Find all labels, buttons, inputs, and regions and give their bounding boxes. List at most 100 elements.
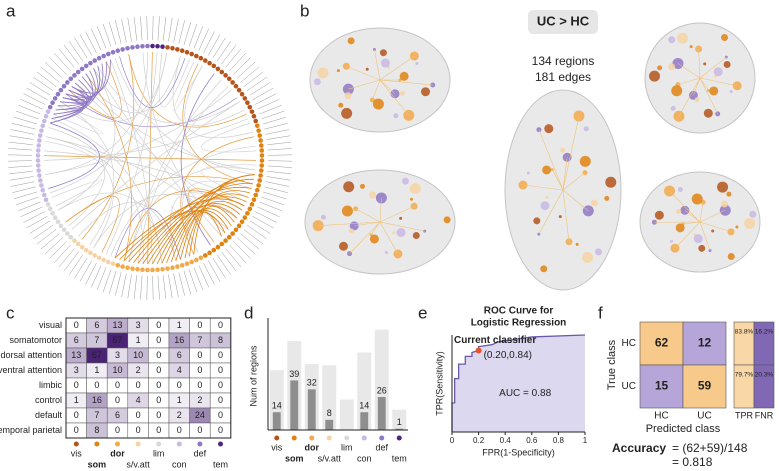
- brain-regions: 134 regions: [532, 54, 595, 68]
- title-box: [528, 10, 598, 34]
- node: [92, 58, 98, 63]
- cell-label: 6: [94, 320, 99, 330]
- edge: [379, 79, 396, 95]
- label-stub: [183, 270, 192, 295]
- cell-label: 2: [197, 395, 202, 405]
- cell-label: 2: [177, 410, 182, 420]
- node: [52, 215, 58, 220]
- chord: [180, 73, 215, 246]
- node: [65, 80, 70, 85]
- region: [654, 210, 664, 220]
- label-stub: [240, 66, 260, 83]
- category-dot: [94, 441, 100, 447]
- node: [245, 100, 250, 106]
- region: [344, 92, 352, 100]
- label-stub: [10, 129, 35, 135]
- category-dot: [176, 441, 182, 447]
- chord: [44, 155, 256, 161]
- node: [179, 262, 185, 268]
- row-label: temporal parietal: [0, 425, 62, 435]
- edge: [699, 221, 732, 233]
- region: [533, 217, 541, 225]
- cell-label: 0: [156, 320, 161, 330]
- cell-label: 0: [74, 410, 79, 420]
- node: [184, 49, 190, 55]
- node: [257, 133, 263, 138]
- cell-label: 13: [71, 350, 81, 360]
- node: [256, 128, 261, 133]
- region: [727, 253, 735, 261]
- region: [399, 216, 403, 220]
- region: [379, 49, 387, 57]
- region: [560, 147, 566, 153]
- cell-label: 1: [94, 365, 99, 375]
- label-stub: [85, 263, 97, 285]
- bar: [325, 419, 334, 430]
- label-stub: [265, 181, 290, 187]
- brain-edges: 181 edges: [535, 70, 591, 84]
- node: [45, 109, 51, 114]
- category-dot: [197, 441, 203, 447]
- node: [236, 87, 242, 93]
- x-axis-label: FPR(1-Specificity): [482, 447, 555, 457]
- edge: [370, 221, 381, 235]
- category-dot: [379, 435, 385, 441]
- chord: [78, 79, 256, 171]
- region: [677, 187, 683, 193]
- label-stub: [85, 31, 97, 53]
- label-stub: [221, 251, 237, 272]
- edge: [699, 77, 738, 87]
- chord: [200, 166, 256, 198]
- label-stub: [91, 265, 102, 288]
- chord: [97, 65, 240, 124]
- node: [184, 261, 190, 267]
- chord: [119, 210, 226, 260]
- label-stub: [262, 116, 287, 125]
- cell-label: 0: [74, 320, 79, 330]
- node: [106, 51, 111, 57]
- node: [230, 231, 235, 236]
- chord: [85, 73, 132, 261]
- column-label: vis: [71, 448, 82, 458]
- node: [96, 55, 102, 61]
- label-stub: [45, 237, 64, 254]
- cell-label: 0: [156, 410, 161, 420]
- node: [75, 69, 81, 75]
- cell-label: 0: [218, 320, 223, 330]
- label-stub: [203, 263, 215, 285]
- region: [380, 58, 390, 68]
- node: [135, 266, 140, 272]
- node: [40, 123, 46, 129]
- cell-label: 0: [156, 350, 161, 360]
- chord: [182, 180, 252, 253]
- value-label: 14: [359, 401, 369, 411]
- region: [749, 210, 757, 218]
- label-stub: [127, 17, 132, 42]
- region: [542, 165, 552, 175]
- node: [50, 210, 55, 216]
- edge: [677, 77, 701, 85]
- label-stub: [233, 57, 251, 75]
- chord: [46, 136, 229, 230]
- bar: [357, 352, 372, 430]
- y-axis-label: True class: [606, 339, 618, 390]
- node: [155, 267, 160, 273]
- label-stub: [259, 104, 282, 115]
- chord: [49, 65, 101, 124]
- region: [545, 195, 549, 199]
- bar: [360, 412, 369, 430]
- chord: [65, 195, 120, 253]
- chord: [65, 68, 99, 98]
- column-label: con: [357, 453, 372, 463]
- row-label: visual: [39, 320, 62, 330]
- edge: [522, 184, 564, 191]
- col-class: UC: [697, 411, 711, 422]
- label-stub: [188, 269, 198, 293]
- chart-title: Logistic Regression: [471, 318, 567, 329]
- label-stub: [74, 37, 88, 59]
- label-stub: [58, 248, 75, 268]
- label-stub: [20, 99, 43, 110]
- region: [579, 155, 591, 167]
- label-stub: [74, 257, 88, 279]
- bar: [322, 365, 337, 430]
